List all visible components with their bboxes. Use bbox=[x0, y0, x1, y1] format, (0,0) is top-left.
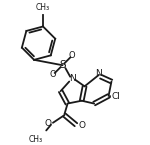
Text: Cl: Cl bbox=[112, 92, 121, 101]
Text: O: O bbox=[50, 70, 56, 79]
Text: O: O bbox=[45, 119, 52, 128]
Text: CH₃: CH₃ bbox=[28, 135, 42, 144]
Text: O: O bbox=[69, 51, 75, 60]
Text: N: N bbox=[69, 74, 75, 83]
Text: S: S bbox=[59, 60, 66, 70]
Text: CH₃: CH₃ bbox=[36, 3, 50, 12]
Text: N: N bbox=[96, 69, 102, 78]
Text: O: O bbox=[79, 121, 86, 130]
